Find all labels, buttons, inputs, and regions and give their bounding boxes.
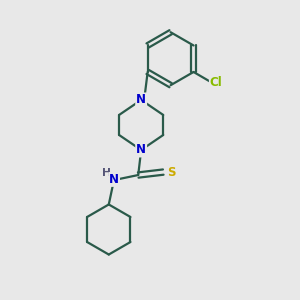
Text: S: S xyxy=(167,166,176,178)
Text: N: N xyxy=(136,93,146,106)
Text: Cl: Cl xyxy=(210,76,223,89)
Text: H: H xyxy=(102,168,111,178)
Text: N: N xyxy=(136,143,146,157)
Text: N: N xyxy=(109,173,119,186)
